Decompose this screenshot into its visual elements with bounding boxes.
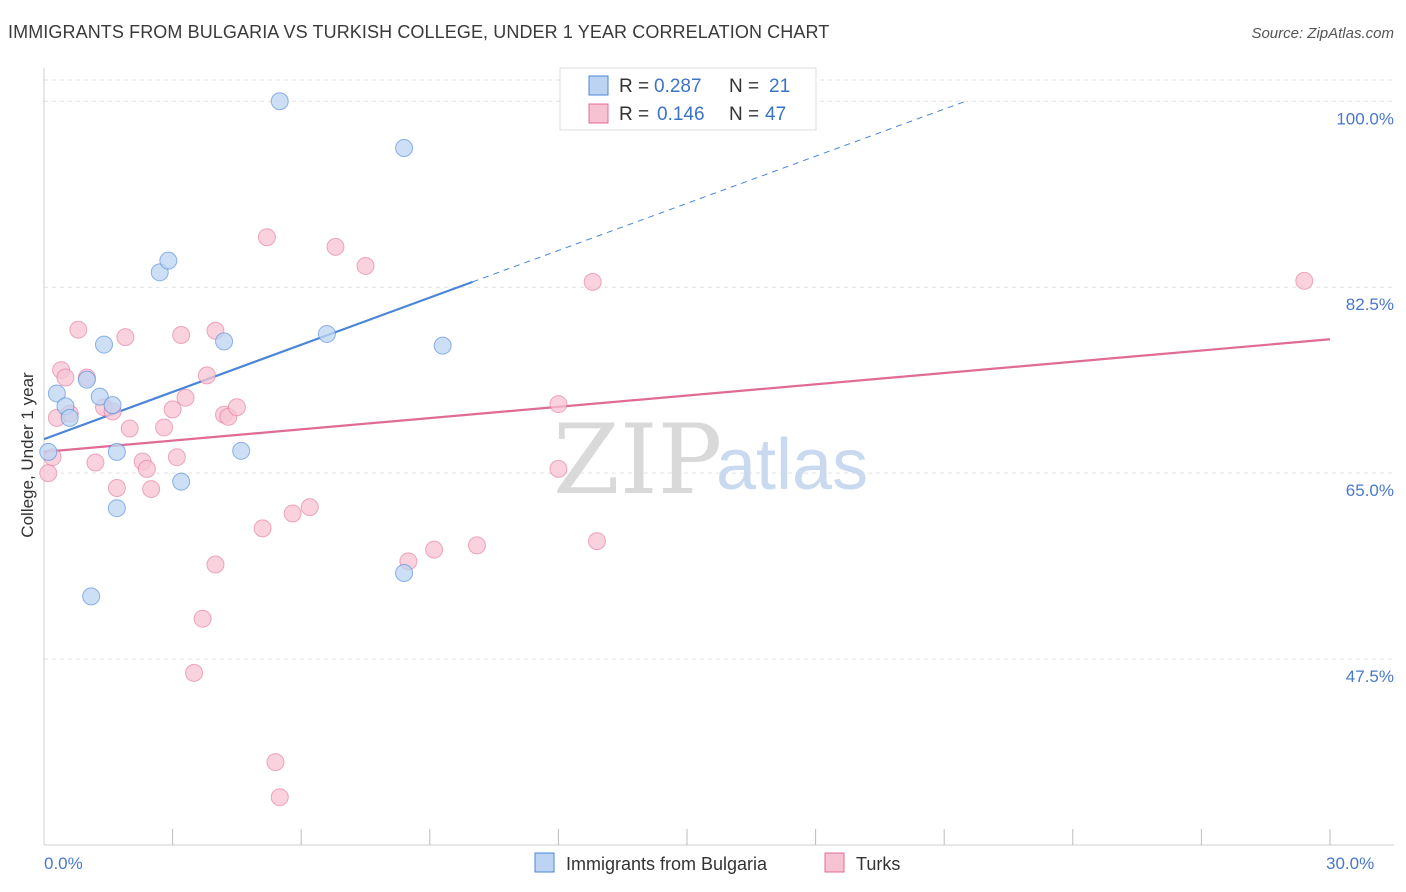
grid-lines <box>44 79 1394 660</box>
legend-n-value-turks: 47 <box>765 104 786 125</box>
legend-swatch-bulgaria <box>588 75 609 96</box>
point-turks <box>197 366 216 385</box>
point-turks <box>86 453 105 472</box>
y-tick-label: 100.0% <box>1336 109 1394 128</box>
point-turks <box>116 328 135 347</box>
bottom-legend-label-bulgaria: Immigrants from Bulgaria <box>566 854 768 874</box>
point-bulgaria <box>215 332 234 351</box>
point-turks <box>326 237 345 256</box>
point-turks <box>142 480 161 499</box>
watermark: ZIP atlas <box>553 404 868 516</box>
point-bulgaria <box>172 472 191 491</box>
legend-n-label-turks: N = <box>729 104 759 125</box>
y-tick-labels: 47.5% 65.0% 82.5% 100.0% <box>1336 109 1394 686</box>
point-turks <box>167 448 186 467</box>
x-ticks <box>172 829 1331 845</box>
point-turks <box>107 479 126 497</box>
legend-swatch-turks <box>588 103 609 124</box>
point-turks <box>185 663 204 682</box>
point-turks <box>172 326 191 344</box>
point-turks <box>549 395 568 414</box>
point-turks <box>425 540 444 559</box>
point-turks <box>270 788 289 807</box>
point-bulgaria <box>433 336 452 355</box>
point-turks <box>227 398 246 417</box>
legend-r-value-turks: 0.146 <box>657 104 705 125</box>
source-credit: Source: ZipAtlas.com <box>1251 25 1394 42</box>
x-tick-label-max: 30.0% <box>1326 854 1374 873</box>
bottom-legend: Immigrants from Bulgaria Turks <box>534 852 900 874</box>
point-bulgaria <box>107 499 126 518</box>
point-turks <box>120 419 139 438</box>
point-turks <box>176 388 195 407</box>
point-turks <box>266 753 285 772</box>
point-turks <box>163 400 182 419</box>
point-turks <box>69 320 88 339</box>
point-turks <box>155 418 174 437</box>
point-bulgaria <box>270 92 289 111</box>
point-turks <box>39 464 58 483</box>
watermark-zip: ZIP <box>553 404 722 516</box>
legend-r-value-bulgaria: 0.287 <box>654 76 702 97</box>
bottom-legend-label-turks: Turks <box>856 854 900 874</box>
legend-n-label-bulgaria: N = <box>729 76 759 97</box>
y-tick-label: 65.0% <box>1346 481 1394 500</box>
trend-line-turks <box>43 338 1331 453</box>
watermark-atlas: atlas <box>716 425 868 505</box>
point-turks <box>283 504 302 523</box>
x-tick-labels: 0.0% 30.0% <box>44 854 1374 873</box>
point-bulgaria <box>90 387 109 406</box>
point-turks <box>1295 271 1314 290</box>
point-turks <box>193 609 212 628</box>
point-bulgaria <box>103 396 122 415</box>
point-bulgaria <box>395 564 414 582</box>
point-turks <box>549 459 568 478</box>
series-bulgaria <box>39 92 452 606</box>
point-turks <box>356 256 375 275</box>
point-turks <box>206 555 225 574</box>
point-bulgaria <box>95 335 114 354</box>
legend-box: R = 0.287 N = 21 R = 0.146 N = 47 <box>559 67 817 131</box>
legend-r-label-bulgaria: R = <box>619 76 649 97</box>
point-turks <box>56 368 75 387</box>
point-bulgaria <box>317 324 336 343</box>
bottom-legend-swatch-bulgaria <box>534 852 555 873</box>
point-turks <box>467 536 486 555</box>
chart-title: IMMIGRANTS FROM BULGARIA VS TURKISH COLL… <box>8 22 830 42</box>
bottom-legend-swatch-turks <box>824 852 845 873</box>
y-tick-label: 47.5% <box>1346 667 1394 686</box>
point-bulgaria <box>107 442 126 461</box>
point-turks <box>257 228 276 247</box>
point-bulgaria <box>232 441 251 460</box>
point-turks <box>253 519 272 538</box>
point-bulgaria <box>39 442 58 461</box>
legend-r-label-turks: R = <box>619 104 649 125</box>
y-tick-label: 82.5% <box>1346 295 1394 314</box>
point-bulgaria <box>47 384 66 403</box>
point-turks <box>300 498 319 517</box>
x-tick-label-min: 0.0% <box>44 854 83 873</box>
legend-n-value-bulgaria: 21 <box>769 76 790 97</box>
point-turks <box>137 459 156 478</box>
point-bulgaria <box>77 370 96 389</box>
point-turks <box>587 532 606 551</box>
point-bulgaria <box>60 408 79 427</box>
point-bulgaria <box>82 587 101 606</box>
point-bulgaria <box>395 139 414 157</box>
point-turks <box>583 272 602 291</box>
point-bulgaria <box>159 251 178 270</box>
